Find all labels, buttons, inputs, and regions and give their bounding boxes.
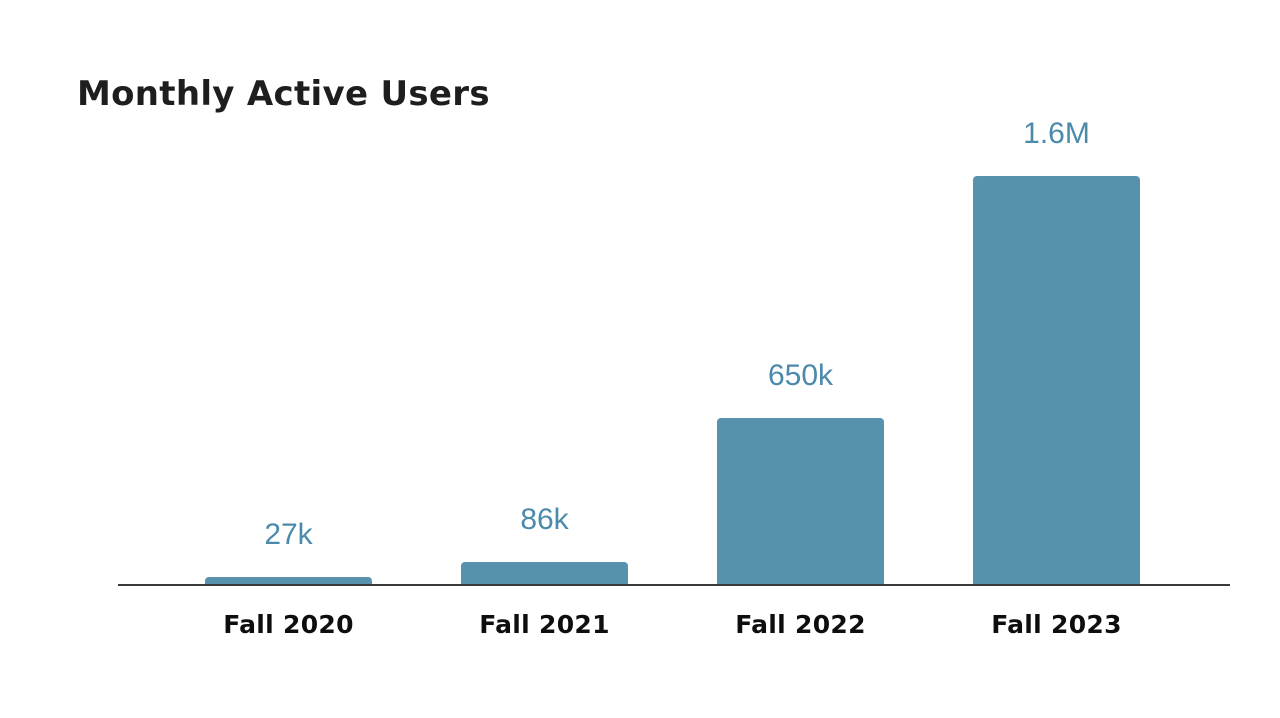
bar-group-fall-2022: 650k Fall 2022 <box>717 358 884 639</box>
bar-fall-2020 <box>205 577 372 584</box>
value-label-fall-2023: 1.6M <box>1023 117 1090 150</box>
chart-title: Monthly Active Users <box>77 74 490 114</box>
value-label-fall-2020: 27k <box>264 518 313 551</box>
bar-fall-2022 <box>717 418 884 584</box>
bar-fall-2021 <box>461 562 628 584</box>
bar-group-fall-2023: 1.6M Fall 2023 <box>973 116 1140 639</box>
bar-series: 27k Fall 2020 86k Fall 2021 650k Fall 20… <box>205 116 1140 639</box>
bar-group-fall-2021: 86k Fall 2021 <box>461 502 628 639</box>
category-label-fall-2020: Fall 2020 <box>223 610 354 639</box>
x-axis-line <box>118 584 1230 586</box>
bar-group-fall-2020: 27k Fall 2020 <box>205 517 372 639</box>
value-label-fall-2022: 650k <box>767 359 834 392</box>
category-label-fall-2021: Fall 2021 <box>479 610 610 639</box>
category-label-fall-2023: Fall 2023 <box>991 610 1122 639</box>
value-label-fall-2021: 86k <box>520 503 569 536</box>
bar-fall-2023 <box>973 176 1140 584</box>
category-label-fall-2022: Fall 2022 <box>735 610 866 639</box>
